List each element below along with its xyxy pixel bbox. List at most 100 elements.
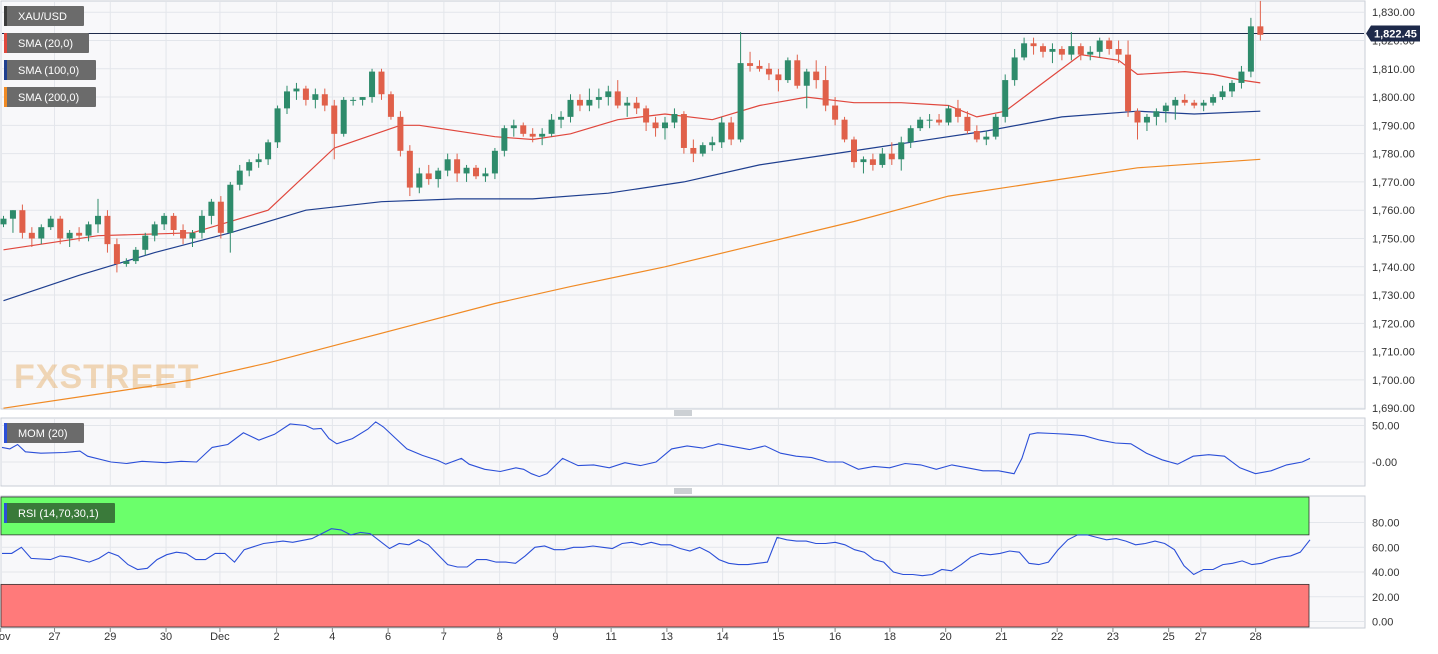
candle-body	[652, 122, 659, 129]
main-panel-bg	[0, 0, 1366, 410]
mom-ytick-label: -0.00	[1372, 457, 1397, 469]
candle	[491, 147, 498, 180]
legend-layer[interactable]: XAU/USD SMA (20,0) SMA (100,0) SMA (200,0) M…	[4, 6, 115, 523]
mom-panel-bg	[0, 417, 1366, 487]
candle	[1049, 43, 1056, 64]
candle	[539, 128, 546, 146]
candle-body	[151, 224, 158, 236]
candle	[38, 224, 45, 245]
candle-body	[142, 235, 149, 250]
candle-body	[558, 116, 565, 120]
candle	[954, 99, 961, 123]
candle-body	[1143, 116, 1150, 123]
candle	[945, 105, 952, 126]
candle	[775, 68, 782, 92]
candle	[113, 238, 120, 273]
candle	[47, 215, 54, 231]
candle-body	[973, 131, 980, 140]
candle-body	[378, 71, 385, 95]
candle-body	[331, 105, 338, 134]
candle	[435, 167, 442, 188]
candle-body	[1096, 40, 1103, 52]
mom-panel-resize-handle[interactable]	[674, 488, 692, 494]
candle	[321, 88, 328, 112]
candle-body	[690, 147, 697, 154]
candle-body	[539, 133, 546, 137]
candle	[794, 54, 801, 89]
candle-body	[161, 215, 168, 225]
candle-body	[501, 128, 508, 151]
candle-body	[274, 108, 281, 143]
candle	[869, 153, 876, 171]
candle-body	[926, 119, 933, 121]
legend-sma200[interactable]: SMA (200,0)	[4, 87, 96, 107]
candle-body	[548, 119, 555, 134]
candle-body	[709, 142, 716, 146]
candle	[397, 111, 404, 157]
candle	[85, 221, 92, 242]
candle	[520, 122, 527, 137]
candle-body	[246, 162, 253, 171]
candle-body	[917, 119, 924, 129]
candle-body	[822, 80, 829, 106]
legend-sma100[interactable]: SMA (100,0)	[4, 60, 96, 80]
candle	[851, 136, 857, 168]
candle	[1210, 94, 1217, 106]
candle-body	[1210, 97, 1217, 103]
main-panel-resize-handle[interactable]	[674, 410, 692, 416]
candle	[709, 136, 716, 151]
candle	[198, 210, 205, 239]
xtick-label: 7	[441, 631, 447, 643]
mom-ytick-label: 50.00	[1372, 421, 1400, 433]
candle-body	[132, 249, 139, 262]
main-ytick-label: 1,740.00	[1372, 262, 1415, 274]
candle	[425, 164, 432, 185]
rsi-overbought-zone	[0, 496, 1310, 536]
candle	[529, 128, 536, 143]
candle-body	[208, 201, 215, 216]
candle-body	[9, 210, 16, 219]
sma-lines-layer	[2, 33, 1364, 409]
candle-body	[1068, 46, 1075, 55]
candle-body	[113, 244, 120, 264]
candle-body	[860, 159, 867, 163]
candle	[936, 114, 943, 126]
candle	[510, 119, 517, 137]
candle-body	[718, 122, 725, 143]
legend-mom[interactable]: MOM (20)	[4, 423, 84, 443]
legend-rsi[interactable]: RSI (14,70,30,1)	[4, 503, 115, 523]
candle	[302, 85, 309, 106]
main-ytick-label: 1,750.00	[1372, 233, 1415, 245]
candle-body	[180, 230, 187, 239]
candle	[1153, 108, 1160, 126]
candle	[463, 164, 470, 182]
candle	[548, 114, 555, 137]
candle	[482, 167, 489, 182]
legend-sma20-label: SMA (20,0)	[18, 38, 73, 50]
candle	[132, 246, 139, 264]
candle	[964, 111, 971, 134]
candle-body	[1058, 48, 1065, 55]
main-ytick-label: 1,700.00	[1372, 375, 1415, 387]
candle	[501, 125, 508, 157]
candle	[180, 224, 187, 245]
candle-body	[803, 71, 810, 86]
legend-mom-label: MOM (20)	[18, 428, 68, 440]
xtick-label: 18	[884, 631, 896, 643]
rsi-oversold-zone	[0, 583, 1310, 628]
candle-body	[473, 167, 479, 177]
xtick-label: 27	[1195, 631, 1207, 643]
candle-body	[1219, 91, 1226, 98]
candle-body	[1077, 46, 1084, 55]
legend-sma20[interactable]: SMA (20,0)	[4, 33, 89, 53]
candle-body	[95, 215, 101, 225]
main-ytick-label: 1,770.00	[1372, 177, 1415, 189]
rsi-ytick-label: 40.00	[1372, 567, 1400, 579]
candle	[1257, 0, 1264, 41]
xtick-label: 4	[329, 631, 335, 643]
legend-xauusd[interactable]: XAU/USD	[4, 6, 84, 26]
candle-body	[964, 116, 971, 132]
candle	[284, 85, 290, 115]
candle-body	[775, 74, 782, 81]
candle-body	[1191, 102, 1198, 106]
